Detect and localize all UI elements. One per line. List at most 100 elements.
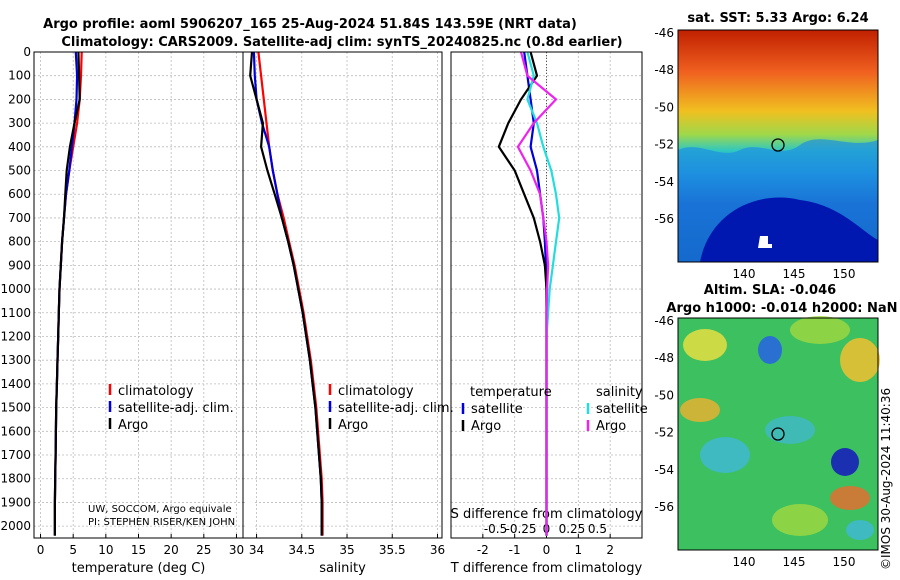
map-y-tick: -52: [654, 138, 674, 152]
legend-label: satellite: [596, 402, 648, 417]
map-y-tick: -54: [654, 463, 674, 477]
x-tick-label: 20: [164, 543, 179, 557]
series-line: [497, 51, 548, 536]
y-tick-label: 600: [8, 187, 31, 201]
sla-argo-marker: [771, 427, 785, 441]
sla-map: [677, 316, 880, 551]
map-y-tick: -56: [654, 500, 674, 514]
map-x-tick: 145: [783, 555, 806, 569]
watermark: ©IMOS 30-Aug-2024 11:40:36: [879, 388, 893, 570]
legend-label: satellite-adj. clim.: [338, 401, 454, 416]
map-y-tick: -52: [654, 426, 674, 440]
y-tick-label: 100: [8, 69, 31, 83]
difference-panel: -2 -1 0 1 2-0.5-0.25 0 0.25 0.5S difference fro…: [450, 51, 648, 576]
map-y-tick: -54: [654, 175, 674, 189]
map-x-tick: 145: [783, 267, 806, 281]
x-tick-label: 30: [229, 543, 244, 557]
map-y-tick: -46: [654, 314, 674, 328]
x-tick-label: 34: [249, 543, 264, 557]
legend-label: satellite-adj. clim.: [118, 401, 234, 416]
y-tick-label: 300: [8, 116, 31, 130]
series-line: [53, 51, 81, 536]
s-tick-label: -0.5: [484, 522, 507, 536]
legend-label: Argo: [338, 418, 368, 433]
y-tick-label: 900: [8, 258, 31, 272]
series-line: [257, 51, 324, 536]
x-axis-label: temperature (deg C): [72, 561, 206, 576]
y-tick-label: 1600: [0, 424, 31, 438]
sla-map-ticks: 140 145 150 -46 -48 -50 -52 -54 -56: [654, 314, 855, 569]
legend-title-temperature: temperature: [470, 385, 552, 400]
map-y-tick: -50: [654, 388, 674, 402]
legend-label: Argo: [471, 419, 501, 434]
y-tick-label: 200: [8, 92, 31, 106]
x-tick-label: 35: [339, 543, 354, 557]
x-tick-label: 2: [606, 543, 614, 557]
temperature-panel: 0 5 10 15 20 25 300100200300400500600700800900…: [0, 45, 244, 576]
x-tick-label: 15: [131, 543, 146, 557]
map-y-tick: -56: [654, 212, 674, 226]
title-line-1: Argo profile: aoml 5906207_165 25-Aug-20…: [43, 17, 577, 32]
plot-frame: [242, 51, 443, 539]
credit-line-2: PI: STEPHEN RISER/KEN JOHN: [88, 517, 235, 528]
series-line: [523, 51, 548, 536]
s-tick-label: 0.5: [588, 522, 607, 536]
x-tick-label: 25: [196, 543, 211, 557]
plot-frame: [450, 51, 643, 539]
x-axis-label: salinity: [319, 561, 366, 576]
x-tick-label: 1: [575, 543, 583, 557]
x-tick-label: -1: [509, 543, 521, 557]
y-tick-label: 1100: [0, 306, 31, 320]
y-tick-label: 1000: [0, 282, 31, 296]
map-x-tick: 140: [733, 555, 756, 569]
y-tick-label: 1400: [0, 377, 31, 391]
legend-label: satellite: [471, 402, 523, 417]
credit-line-1: UW, SOCCOM, Argo equivale: [88, 504, 232, 515]
y-tick-label: 1800: [0, 472, 31, 486]
x-tick-label: 10: [98, 543, 113, 557]
x-tick-label: -2: [477, 543, 489, 557]
sla-map-title-1: Altim. SLA: -0.046: [704, 283, 836, 298]
legend-label: climatology: [338, 384, 414, 399]
series-line: [249, 51, 323, 536]
y-tick-label: 1200: [0, 329, 31, 343]
sst-map: [677, 29, 879, 263]
x-tick-label: 34.5: [288, 543, 315, 557]
y-tick-label: 800: [8, 235, 31, 249]
x-tick-label: 0: [37, 543, 45, 557]
map-y-tick: -50: [654, 100, 674, 114]
y-tick-label: 400: [8, 140, 31, 154]
y-tick-label: 2000: [0, 519, 31, 533]
map-x-tick: 150: [833, 555, 856, 569]
y-tick-label: 700: [8, 211, 31, 225]
sla-map-title-2: Argo h1000: -0.014 h2000: NaN: [666, 301, 897, 316]
sst-argo-marker: [771, 138, 785, 152]
y-tick-label: 1300: [0, 353, 31, 367]
title-line-2: Climatology: CARS2009. Satellite-adj cli…: [61, 35, 622, 50]
legend-title-salinity: salinity: [596, 385, 643, 400]
x-tick-label: 36: [430, 543, 445, 557]
y-tick-label: 1900: [0, 495, 31, 509]
y-tick-label: 0: [23, 45, 31, 59]
x-tick-label: 35.5: [379, 543, 406, 557]
x-tick-label: 5: [69, 543, 77, 557]
x-tick-label: 0: [543, 543, 551, 557]
sst-map-ticks: 140 145 150 -46 -48 -50 -52 -54 -56: [654, 26, 855, 281]
x-axis-label: T difference from climatology: [450, 561, 643, 576]
s-tick-label: -0.25: [506, 522, 537, 536]
series-line: [516, 51, 558, 536]
y-tick-label: 500: [8, 164, 31, 178]
salinity-panel: 34 34.5 35 35.5 36 salinity climatology satelli…: [242, 51, 454, 576]
map-y-tick: -46: [654, 26, 674, 40]
y-tick-label: 1700: [0, 448, 31, 462]
legend-label: Argo: [118, 418, 148, 433]
series-line: [252, 51, 323, 536]
sst-map-title: sat. SST: 5.33 Argo: 6.24: [687, 11, 868, 26]
y-tick-label: 1500: [0, 401, 31, 415]
map-y-tick: -48: [654, 63, 674, 77]
s-tick-label: 0.25: [559, 522, 586, 536]
map-y-tick: -48: [654, 351, 674, 365]
map-x-tick: 150: [833, 267, 856, 281]
map-x-tick: 140: [733, 267, 756, 281]
